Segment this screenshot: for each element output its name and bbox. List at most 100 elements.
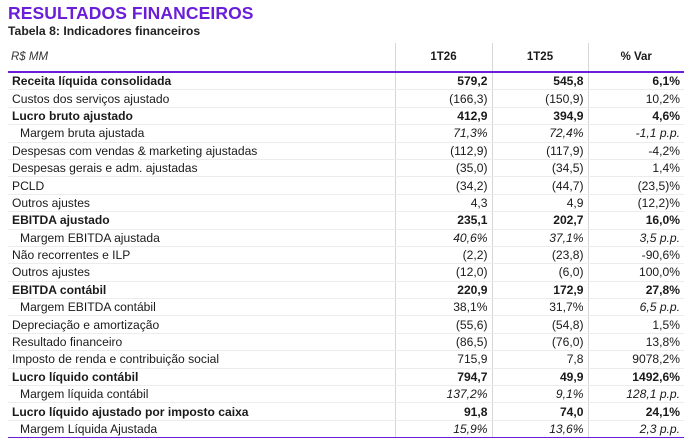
row-label: Lucro bruto ajustado bbox=[8, 107, 395, 126]
table-row: Outros ajustes (12,0) (6,0) 100,0% bbox=[8, 263, 684, 282]
table-row: Outros ajustes 4,3 4,9 (12,2)% bbox=[8, 194, 684, 213]
value-var: 6,1% bbox=[587, 72, 684, 91]
value-1t26: 220,9 bbox=[394, 281, 492, 300]
header-1t25: 1T25 bbox=[491, 43, 588, 73]
row-label: Imposto de renda e contribuição social bbox=[8, 350, 395, 369]
row-label: Lucro líquido contábil bbox=[8, 368, 395, 387]
table-row: PCLD (34,2) (44,7) (23,5)% bbox=[8, 176, 684, 195]
value-1t26: 4,3 bbox=[394, 194, 492, 213]
row-label: Outros ajustes bbox=[8, 194, 395, 213]
row-label: EBITDA contábil bbox=[8, 281, 395, 300]
value-var: 1492,6% bbox=[587, 368, 684, 387]
table-row: Despesas com vendas & marketing ajustada… bbox=[8, 142, 684, 160]
value-var: 1,5% bbox=[587, 315, 684, 334]
row-label: Custos dos serviços ajustado bbox=[8, 89, 395, 108]
row-label: Outros ajustes bbox=[8, 263, 395, 282]
financial-results-page: RESULTADOS FINANCEIROS Tabela 8: Indicad… bbox=[8, 3, 684, 438]
value-1t26: (34,2) bbox=[394, 176, 492, 195]
row-label: Margem EBITDA ajustada bbox=[8, 229, 395, 247]
table-row: Receita líquida consolidada 579,2 545,8 6,1… bbox=[8, 72, 684, 91]
value-1t26: (2,2) bbox=[394, 246, 492, 265]
value-var: 4,6% bbox=[587, 107, 684, 126]
table-row: Margem bruta ajustada 71,3% 72,4% -1,1 p.p. bbox=[8, 124, 684, 143]
value-1t25: 202,7 bbox=[491, 211, 588, 230]
value-1t25: (54,8) bbox=[491, 315, 588, 334]
table-row: Margem Líquida Ajustada 15,9% 13,6% 2,3 p.p… bbox=[8, 420, 684, 438]
value-var: -1,1 p.p. bbox=[587, 124, 684, 143]
value-1t26: 235,1 bbox=[394, 211, 492, 230]
financial-indicators-table: R$ MM 1T26 1T25 % Var Receita líquida co… bbox=[8, 43, 684, 438]
value-1t26: (166,3) bbox=[394, 89, 492, 108]
value-1t26: 71,3% bbox=[394, 124, 492, 143]
table-caption: Tabela 8: Indicadores financeiros bbox=[8, 24, 201, 38]
value-var: 9078,2% bbox=[587, 350, 684, 369]
value-var: (12,2)% bbox=[587, 194, 684, 213]
value-1t26: (112,9) bbox=[394, 142, 492, 160]
table-row: Lucro líquido ajustado por imposto caixa… bbox=[8, 402, 684, 421]
row-label: Margem EBITDA contábil bbox=[8, 298, 395, 317]
table-row: Não recorrentes e ILP (2,2) (23,8) -90,6% bbox=[8, 246, 684, 265]
value-1t25: (44,7) bbox=[491, 176, 588, 195]
value-var: 10,2% bbox=[587, 89, 684, 108]
value-var: 2,3 p.p. bbox=[587, 420, 684, 438]
table-row: Margem EBITDA ajustada 40,6% 37,1% 3,5 p.p. bbox=[8, 229, 684, 247]
table-row: Margem EBITDA contábil 38,1% 31,7% 6,5 p.p. bbox=[8, 298, 684, 317]
value-1t25: (150,9) bbox=[491, 89, 588, 108]
value-1t25: 31,7% bbox=[491, 298, 588, 317]
table-row: EBITDA ajustado 235,1 202,7 16,0% bbox=[8, 211, 684, 230]
row-label: EBITDA ajustado bbox=[8, 211, 395, 230]
section-title: RESULTADOS FINANCEIROS bbox=[8, 3, 254, 23]
value-1t25: (34,5) bbox=[491, 159, 588, 178]
table-row: Imposto de renda e contribuição social 71… bbox=[8, 350, 684, 369]
row-label: Não recorrentes e ILP bbox=[8, 246, 395, 265]
header-var: % Var bbox=[587, 43, 684, 73]
value-1t26: (12,0) bbox=[394, 263, 492, 282]
value-1t25: (117,9) bbox=[491, 142, 588, 160]
value-1t26: 794,7 bbox=[394, 368, 492, 387]
value-1t25: 49,9 bbox=[491, 368, 588, 387]
value-var: (23,5)% bbox=[587, 176, 684, 195]
table-row: Depreciação e amortização (55,6) (54,8) 1,5… bbox=[8, 315, 684, 334]
value-var: -90,6% bbox=[587, 246, 684, 265]
value-1t25: 9,1% bbox=[491, 385, 588, 404]
value-var: 13,8% bbox=[587, 333, 684, 352]
value-var: -4,2% bbox=[587, 142, 684, 160]
value-1t26: 715,9 bbox=[394, 350, 492, 369]
value-1t25: (23,8) bbox=[491, 246, 588, 265]
value-1t25: 37,1% bbox=[491, 229, 588, 247]
value-var: 27,8% bbox=[587, 281, 684, 300]
value-1t25: (76,0) bbox=[491, 333, 588, 352]
value-1t26: (35,0) bbox=[394, 159, 492, 178]
row-label: Receita líquida consolidada bbox=[8, 72, 395, 91]
value-1t26: (86,5) bbox=[394, 333, 492, 352]
value-1t25: 172,9 bbox=[491, 281, 588, 300]
value-var: 1,4% bbox=[587, 159, 684, 178]
row-label: Despesas com vendas & marketing ajustada… bbox=[8, 142, 395, 160]
row-label: Margem Líquida Ajustada bbox=[8, 420, 395, 438]
value-var: 6,5 p.p. bbox=[587, 298, 684, 317]
value-var: 100,0% bbox=[587, 263, 684, 282]
table-row: Custos dos serviços ajustado (166,3) (150,… bbox=[8, 89, 684, 108]
table-row: Margem líquida contábil 137,2% 9,1% 128,1 p… bbox=[8, 385, 684, 404]
row-label: Lucro líquido ajustado por imposto caixa bbox=[8, 402, 395, 421]
value-1t25: 74,0 bbox=[491, 402, 588, 421]
value-1t26: 579,2 bbox=[394, 72, 492, 91]
value-1t25: (6,0) bbox=[491, 263, 588, 282]
row-label: Depreciação e amortização bbox=[8, 315, 395, 334]
table-row: Lucro líquido contábil 794,7 49,9 1492,6% bbox=[8, 368, 684, 387]
row-label: Despesas gerais e adm. ajustadas bbox=[8, 159, 395, 178]
value-1t26: 38,1% bbox=[394, 298, 492, 317]
table-row: Resultado financeiro (86,5) (76,0) 13,8% bbox=[8, 333, 684, 352]
value-1t25: 4,9 bbox=[491, 194, 588, 213]
value-1t26: 412,9 bbox=[394, 107, 492, 126]
value-var: 3,5 p.p. bbox=[587, 229, 684, 247]
value-1t26: 91,8 bbox=[394, 402, 492, 421]
row-label: Resultado financeiro bbox=[8, 333, 395, 352]
value-var: 24,1% bbox=[587, 402, 684, 421]
value-1t25: 394,9 bbox=[491, 107, 588, 126]
value-1t26: (55,6) bbox=[394, 315, 492, 334]
table-row: EBITDA contábil 220,9 172,9 27,8% bbox=[8, 281, 684, 300]
value-var: 16,0% bbox=[587, 211, 684, 230]
value-1t25: 72,4% bbox=[491, 124, 588, 143]
value-1t25: 13,6% bbox=[491, 420, 588, 438]
